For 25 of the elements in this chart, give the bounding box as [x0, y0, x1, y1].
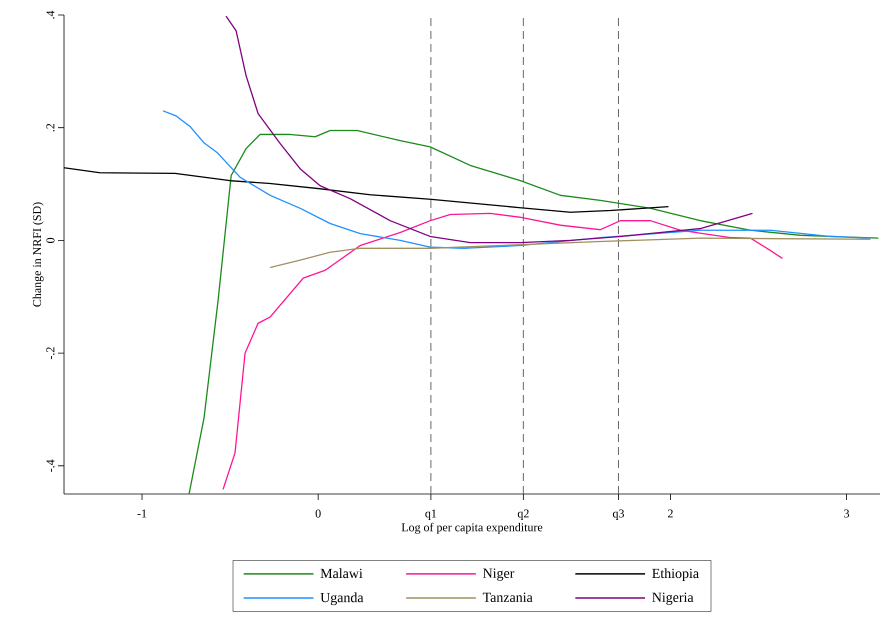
- x-axis-title: Log of per capita expenditure: [402, 522, 542, 534]
- line-series: [188, 130, 879, 494]
- y-tick-label: .4: [46, 10, 54, 19]
- line-series: [162, 110, 872, 249]
- x-tick-label: q2: [518, 510, 529, 520]
- legend-label: Nigeria: [652, 592, 694, 605]
- x-tick-label: q3: [612, 510, 624, 520]
- legend-label: Ethiopia: [652, 568, 699, 581]
- line-series: [222, 212, 784, 490]
- legend-label: Niger: [483, 568, 514, 581]
- line-series: [269, 238, 872, 268]
- y-tick-label: -.2: [46, 347, 54, 360]
- x-tick-label: 3: [844, 510, 850, 518]
- legend-label: Tanzania: [482, 592, 533, 602]
- x-tick-label: 0: [316, 510, 321, 518]
- line-series: [225, 15, 754, 244]
- y-tick-label: .2: [46, 124, 54, 132]
- y-axis-title: Change in NRFI (SD): [32, 202, 44, 307]
- legend-label: Malawi: [320, 568, 363, 578]
- x-tick-label: q1: [425, 510, 436, 520]
- x-tick-label: -1: [137, 510, 146, 518]
- y-tick-label: -.4: [46, 460, 54, 472]
- y-tick-label: 0: [46, 238, 54, 243]
- legend-label: Uganda: [320, 592, 364, 606]
- x-tick-label: 2: [668, 510, 673, 518]
